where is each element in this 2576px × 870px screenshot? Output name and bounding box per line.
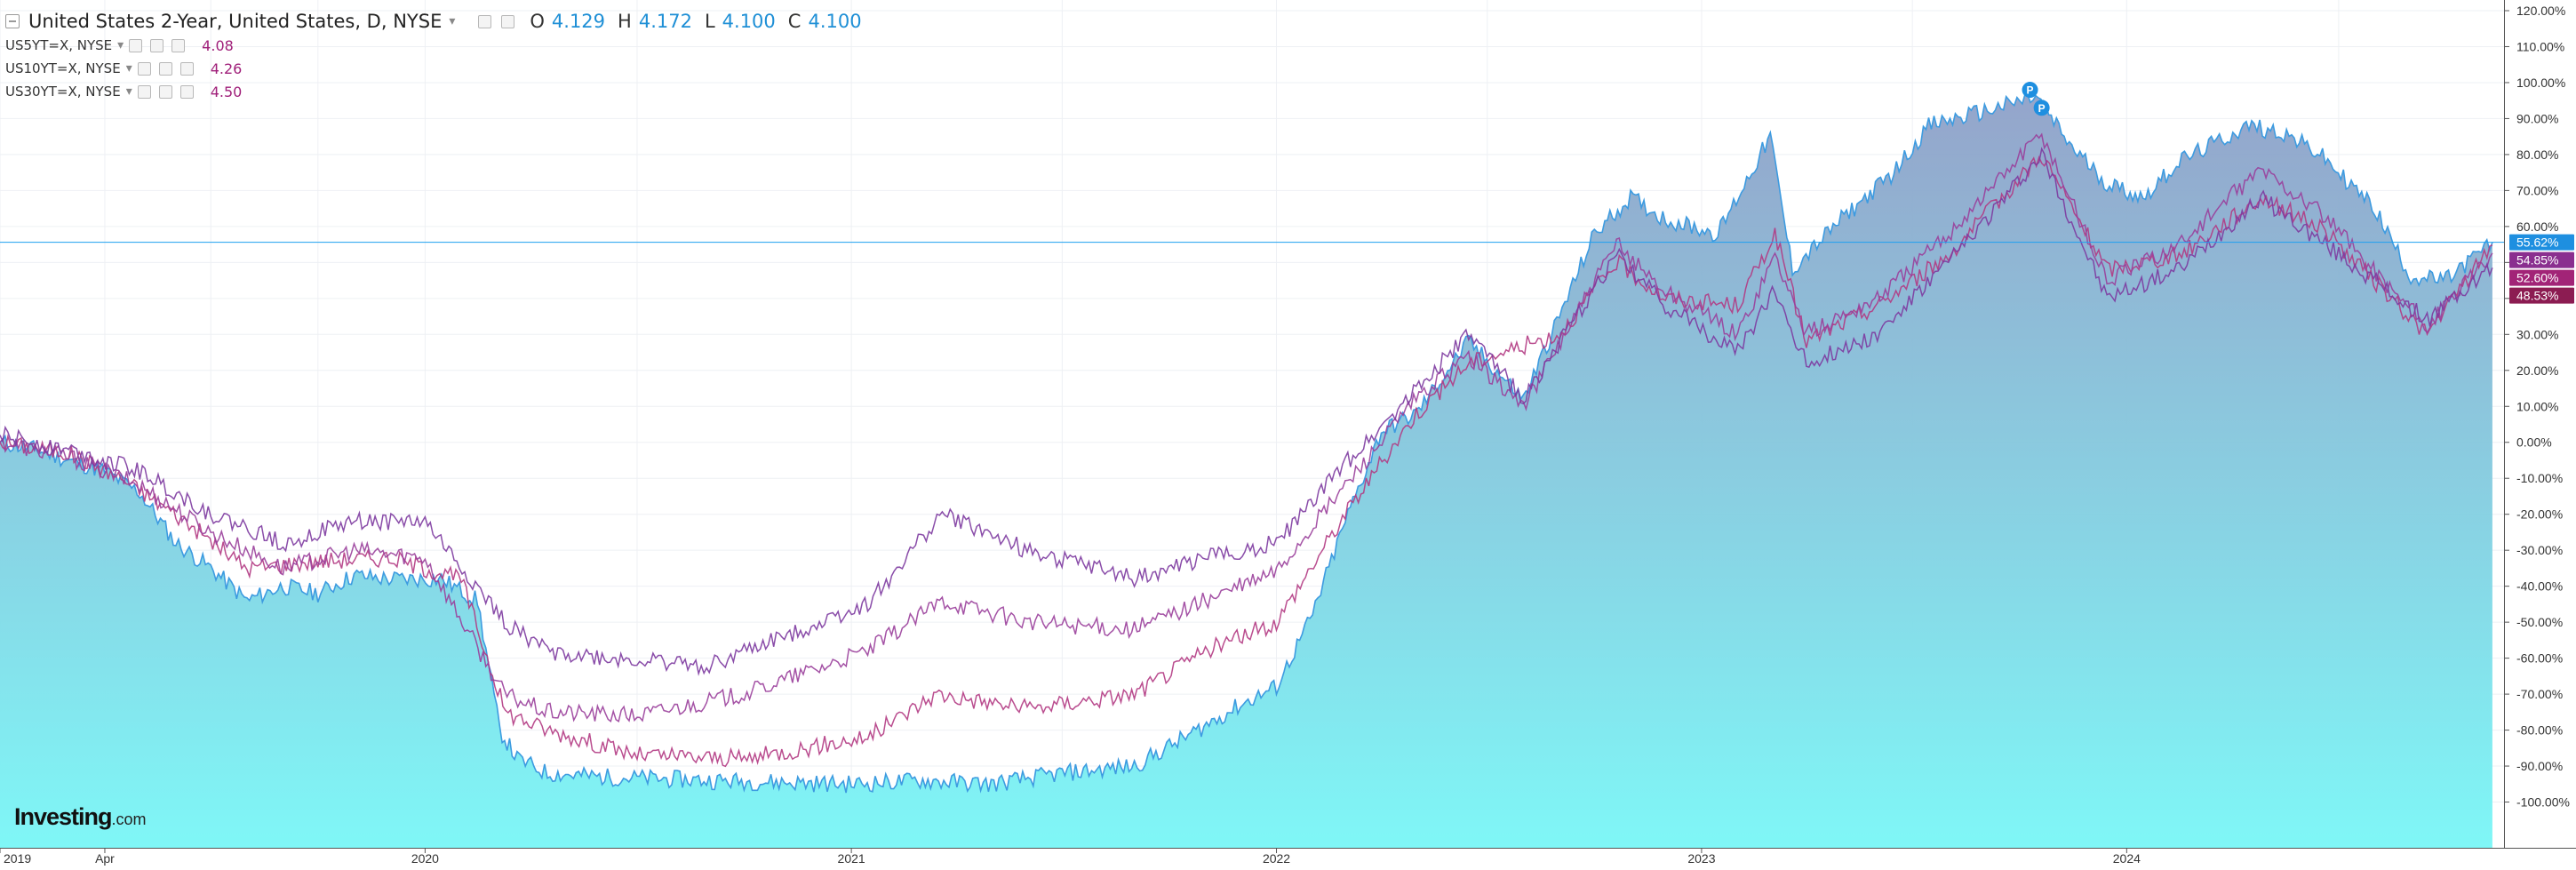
event-marker-icon: P xyxy=(2022,82,2038,99)
main-series-area xyxy=(0,93,2492,849)
ohlc-open-key: O xyxy=(530,11,545,32)
comparison-series-line xyxy=(0,132,2493,723)
logo-main-text: Investing xyxy=(14,803,113,830)
comparison-row: US10YT=X, NYSE ▾ 4.26 xyxy=(5,57,862,80)
last-value-badge xyxy=(2509,287,2574,304)
y-tick-label: 20.00% xyxy=(2516,363,2558,378)
main-series-title: United States 2-Year, United States, D, … xyxy=(28,11,443,32)
ohlc-close-key: C xyxy=(787,11,802,32)
close-icon[interactable] xyxy=(179,84,194,99)
main-series-line xyxy=(0,92,2493,794)
main-series-row: United States 2-Year, United States, D, … xyxy=(5,9,862,34)
ohlc-low-value: 4.100 xyxy=(722,11,776,32)
chevron-down-icon[interactable]: ▾ xyxy=(125,84,132,99)
y-tick-label: 70.00% xyxy=(2516,183,2558,197)
ohlc-high-value: 4.172 xyxy=(638,11,692,32)
y-tick-label: -80.00% xyxy=(2516,723,2563,738)
comparison-symbol[interactable]: US5YT=X, NYSE xyxy=(5,37,113,53)
chevron-down-icon[interactable]: ▾ xyxy=(117,38,124,52)
y-tick-label: -30.00% xyxy=(2516,543,2563,557)
comparison-value: 4.08 xyxy=(202,36,234,54)
y-tick-label: -10.00% xyxy=(2516,471,2563,485)
comparison-symbol[interactable]: US10YT=X, NYSE xyxy=(5,60,121,76)
y-tick-label: 110.00% xyxy=(2516,39,2564,53)
y-tick-label: 90.00% xyxy=(2516,111,2558,125)
y-tick-label: 0.00% xyxy=(2516,435,2552,450)
y-axis-panel xyxy=(2504,0,2576,870)
ohlc-low-key: L xyxy=(704,11,715,32)
event-marker-circle xyxy=(2033,100,2050,116)
last-value-badge xyxy=(2509,234,2574,251)
last-value-label: 52.60% xyxy=(2516,271,2558,285)
y-tick-label: 60.00% xyxy=(2516,219,2558,234)
y-tick-label: -40.00% xyxy=(2516,579,2563,594)
x-tick-label: 2021 xyxy=(838,851,865,866)
chevron-down-icon[interactable]: ▾ xyxy=(449,14,456,28)
eye-icon[interactable] xyxy=(478,14,492,28)
ohlc-close-value: 4.100 xyxy=(808,11,862,32)
last-value-badge xyxy=(2509,269,2574,286)
y-tick-label: -100.00% xyxy=(2516,795,2570,810)
event-marker-icon: P xyxy=(2033,100,2050,116)
y-tick-label: 80.00% xyxy=(2516,148,2558,162)
x-tick-label: 2022 xyxy=(1263,851,1290,866)
last-value-label: 48.53% xyxy=(2516,289,2558,303)
collapse-icon[interactable] xyxy=(5,14,20,28)
event-marker-label: P xyxy=(2038,102,2046,115)
x-tick-label: 2024 xyxy=(2113,851,2141,866)
comparison-value: 4.50 xyxy=(210,83,243,100)
x-tick-label: Apr xyxy=(95,851,115,866)
comparison-series-line xyxy=(0,155,2493,768)
eye-icon[interactable] xyxy=(137,84,151,99)
chevron-down-icon[interactable]: ▾ xyxy=(125,61,132,76)
comparison-row: US30YT=X, NYSE ▾ 4.50 xyxy=(5,80,862,103)
x-tick-label: 2019 xyxy=(4,851,31,866)
comparison-value: 4.26 xyxy=(210,60,243,77)
ohlc-high-key: H xyxy=(618,11,632,32)
eye-icon[interactable] xyxy=(137,61,151,76)
last-value-label: 54.85% xyxy=(2516,253,2558,267)
investing-logo: Investing.com xyxy=(14,803,147,831)
y-tick-label: -50.00% xyxy=(2516,615,2563,629)
settings-icon[interactable] xyxy=(158,84,172,99)
close-icon[interactable] xyxy=(179,61,194,76)
ohlc-open-value: 4.129 xyxy=(551,11,606,32)
y-tick-label: 30.00% xyxy=(2516,327,2558,341)
logo-suffix-text: .com xyxy=(111,810,147,828)
legend: United States 2-Year, United States, D, … xyxy=(5,9,862,103)
comparison-row: US5YT=X, NYSE ▾ 4.08 xyxy=(5,34,862,57)
y-tick-label: -20.00% xyxy=(2516,507,2563,522)
last-value-label: 55.62% xyxy=(2516,235,2558,250)
close-icon[interactable] xyxy=(171,38,186,52)
y-tick-label: 10.00% xyxy=(2516,399,2558,413)
x-tick-label: 2020 xyxy=(411,851,439,866)
y-tick-label: -70.00% xyxy=(2516,687,2563,701)
settings-icon[interactable] xyxy=(501,14,515,28)
y-tick-label: -90.00% xyxy=(2516,759,2563,773)
event-marker-label: P xyxy=(2027,84,2034,97)
settings-icon[interactable] xyxy=(150,38,164,52)
last-value-badge xyxy=(2509,251,2574,268)
y-tick-label: -60.00% xyxy=(2516,651,2563,666)
x-axis-panel xyxy=(0,848,2576,870)
eye-icon[interactable] xyxy=(129,38,143,52)
y-tick-label: 120.00% xyxy=(2516,4,2565,18)
y-tick-label: 100.00% xyxy=(2516,76,2565,90)
event-marker-circle xyxy=(2022,82,2038,99)
comparison-series-line xyxy=(0,147,2493,676)
x-tick-label: 2023 xyxy=(1687,851,1715,866)
settings-icon[interactable] xyxy=(158,61,172,76)
comparison-symbol[interactable]: US30YT=X, NYSE xyxy=(5,84,121,100)
